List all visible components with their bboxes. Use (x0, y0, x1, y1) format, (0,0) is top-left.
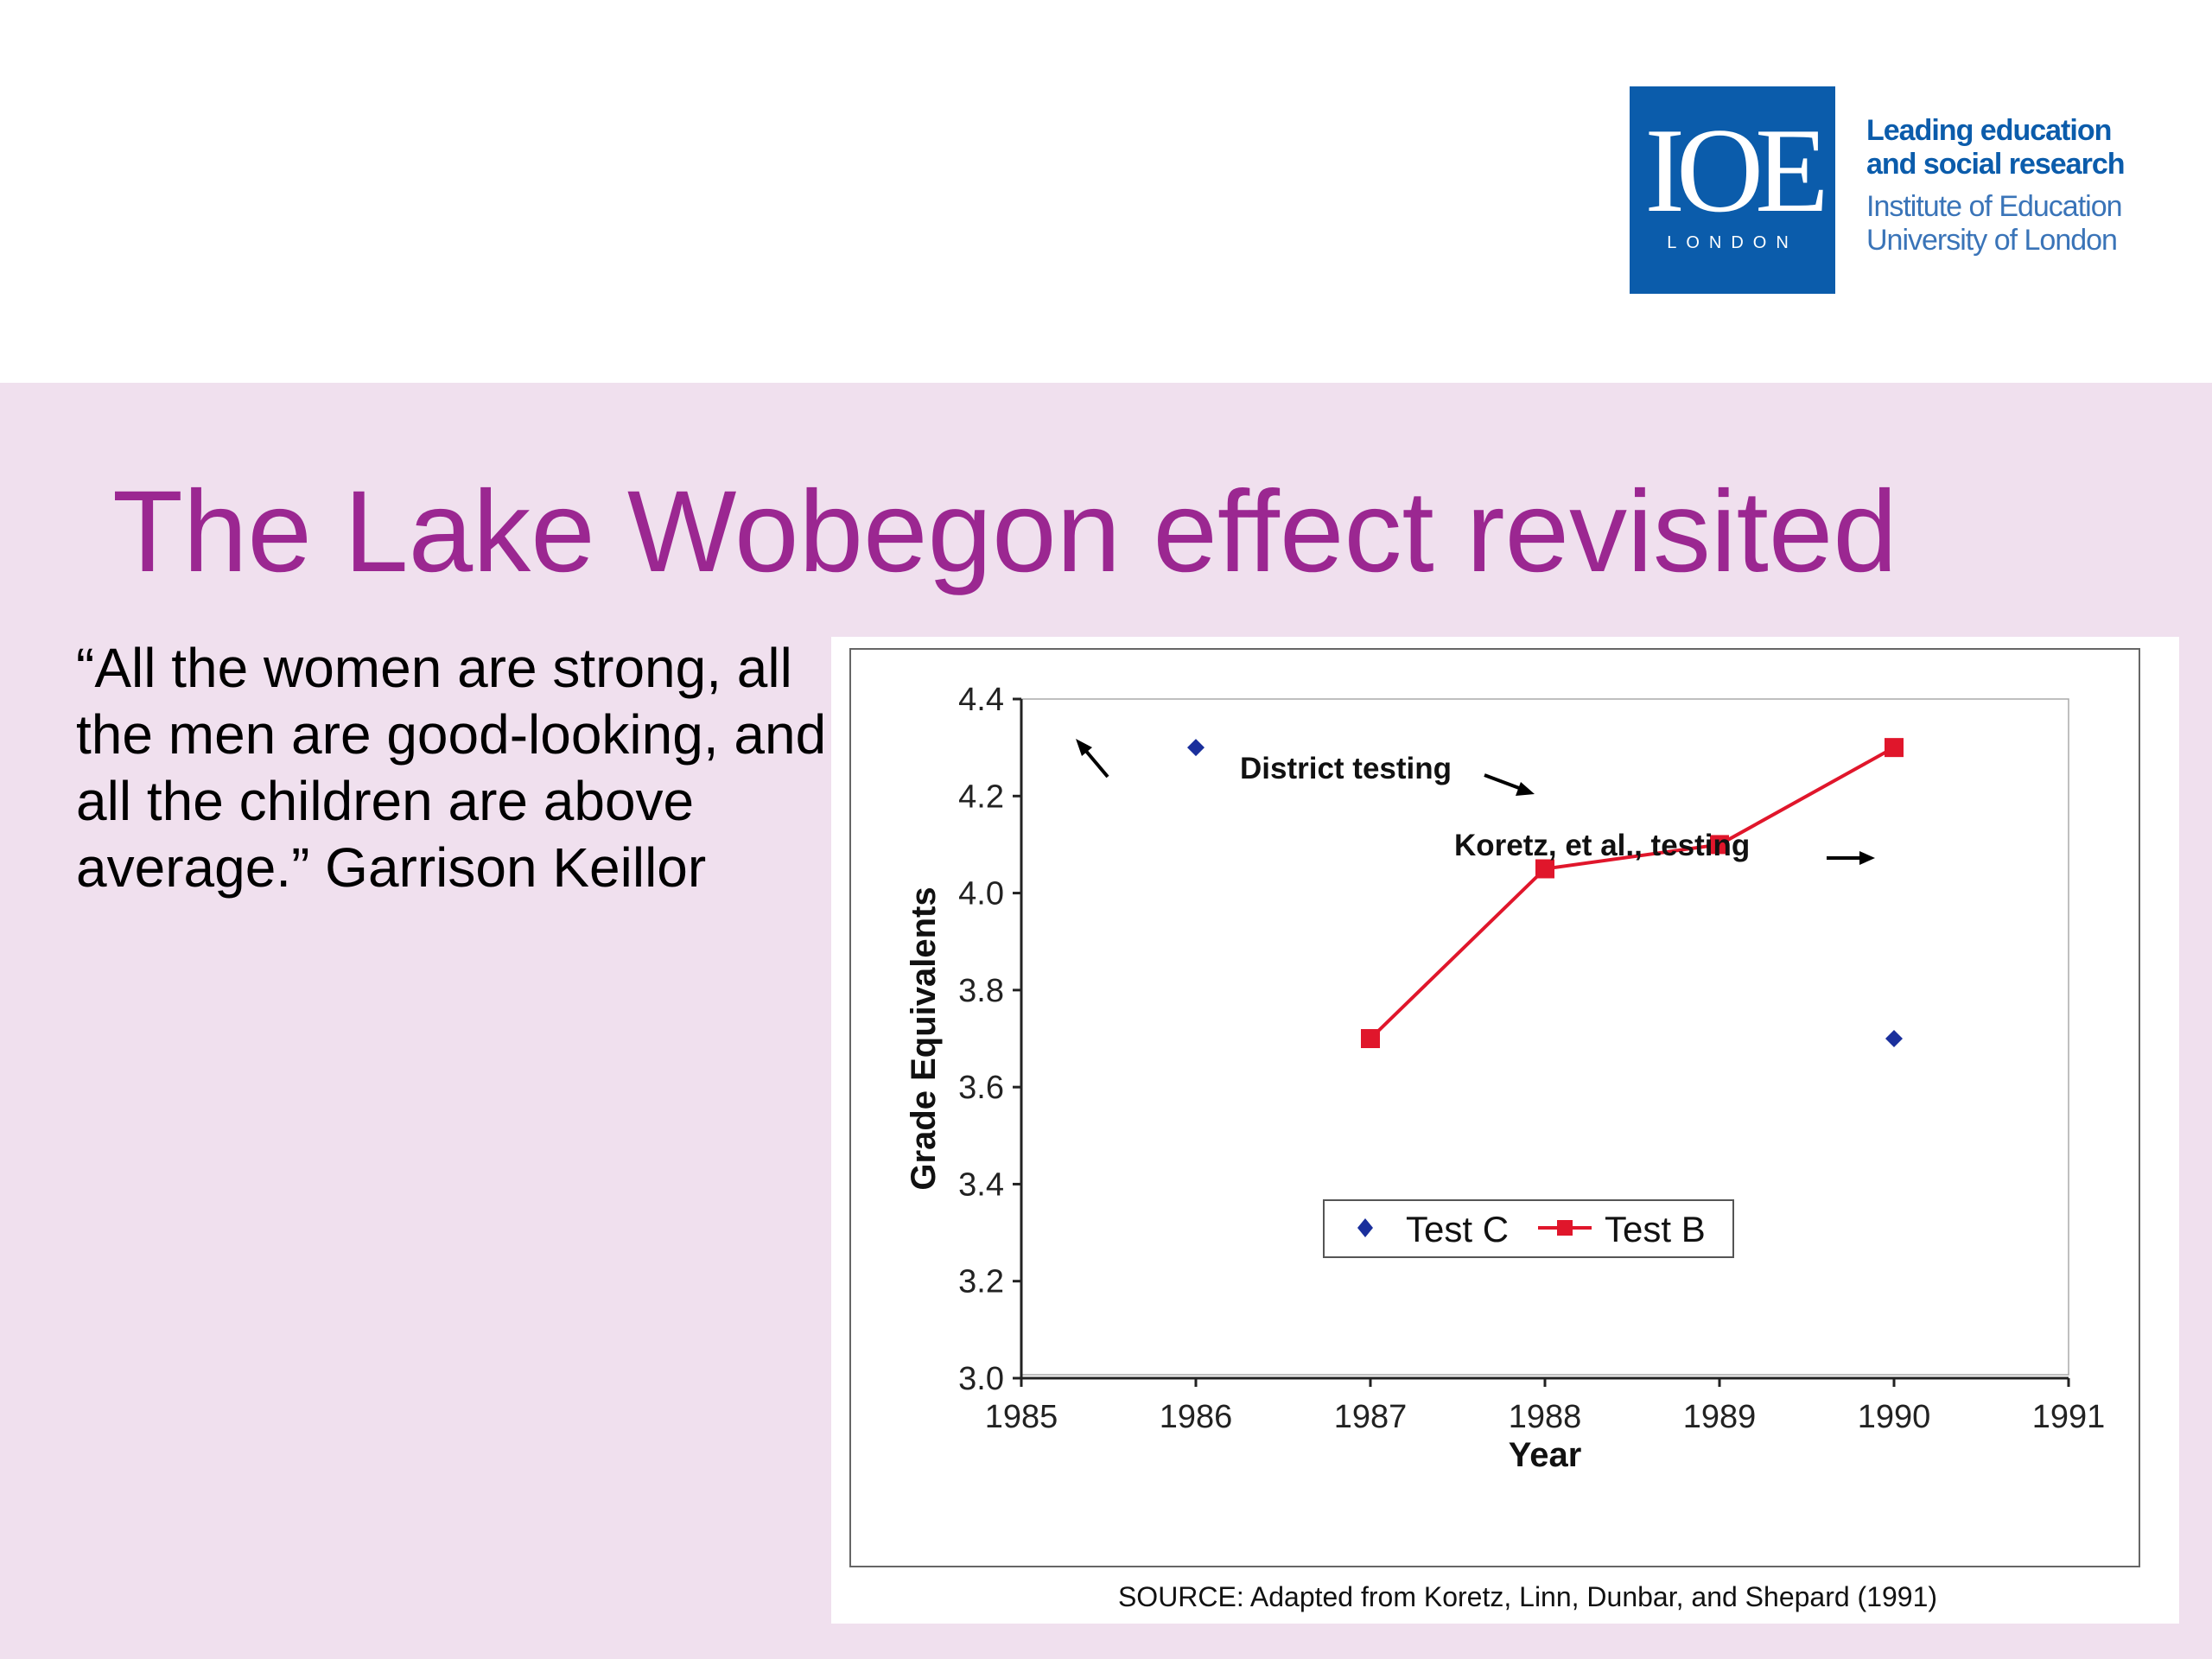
x-tick-label-4: 1989 (1683, 1399, 1757, 1435)
chart-frame (849, 648, 2140, 1567)
x-tick-label-2: 1987 (1334, 1399, 1408, 1435)
arrow-head-district-1986 (1076, 739, 1092, 756)
quote-text: “All the women are strong, all the men a… (76, 637, 827, 899)
annotation-district-text: District testing (1240, 752, 1452, 785)
logo-line-4: University of London (1866, 224, 2118, 257)
plot-area (1020, 698, 2069, 1376)
point-test-b-1990 (1885, 738, 1904, 758)
chart: 4.44.24.03.83.63.43.23.0 1985 1986 1987 198… (849, 648, 2140, 1612)
point-test-b-1988 (1535, 859, 1554, 879)
slide-content: The Lake Wobegon effect revisited “All t… (0, 383, 2212, 1659)
logo-tagline: Leading education and social research In… (1866, 114, 2195, 257)
annotation-koretz: Koretz, et al., testing (1454, 829, 1750, 862)
annotation-arrows (1076, 739, 1875, 865)
logo-sub: LONDON (1667, 233, 1798, 252)
y-tick-label-7: 3.0 (958, 1361, 1004, 1397)
y-tick-label-0: 4.4 (958, 682, 1004, 718)
x-tick-label-6: 1991 (2032, 1399, 2106, 1435)
header: IOE LONDON Leading education and social … (0, 0, 2212, 383)
y-tick-label-3: 3.8 (958, 973, 1004, 1009)
x-axis-title: Year (1509, 1436, 1582, 1474)
legend: Test C Test B (1323, 1199, 1734, 1258)
legend-test-b-marker (1557, 1220, 1573, 1236)
y-axis-title: Grade Equivalents (905, 887, 943, 1190)
chart-source: SOURCE: Adapted from Koretz, Linn, Dunba… (1118, 1581, 1937, 1612)
y-ticks: 4.4 4.2 4.0 3.8 3.6 3.4 3.2 3.0 (958, 682, 1021, 1397)
legend-test-c-label: Test C (1406, 1209, 1509, 1249)
point-test-b-1989 (1710, 835, 1729, 855)
y-tick-label-2: 4.0 (958, 876, 1004, 912)
ioe-logo: IOE LONDON (1630, 86, 1835, 294)
logo-line-1: Leading education (1866, 114, 2112, 147)
x-tick-label-0: 1985 (985, 1399, 1058, 1435)
point-test-c-1986 (1187, 739, 1205, 757)
series-layer (1187, 738, 1904, 1048)
y-tick-label-6: 3.2 (958, 1264, 1004, 1300)
logo-line-3: Institute of Education (1866, 190, 2123, 223)
x-ticks: 1985 1986 1987 1988 1989 1990 1991 (985, 1378, 2106, 1435)
y-tick-label-4: 3.6 (958, 1070, 1004, 1106)
arrow-head-koretz (1859, 851, 1875, 865)
y-tick-label-1: 4.2 (958, 779, 1004, 815)
slide-title: The Lake Wobegon effect revisited (112, 467, 1897, 596)
logo-mark: IOE (1644, 104, 1828, 238)
legend-test-b-label: Test B (1605, 1209, 1706, 1249)
logo-line-2: and social research (1866, 148, 2126, 181)
arrow-head-district-1988 (1516, 782, 1535, 796)
annotation-koretz-text: Koretz, et al., testing (1454, 829, 1750, 862)
point-test-b-1987 (1361, 1029, 1380, 1048)
chart-figure: 4.4 4.2 4.0 3.8 3.6 3.4 3.2 3.0 1985 1986 1987 198… (831, 637, 2179, 1624)
x-tick-label-3: 1988 (1509, 1399, 1582, 1435)
y-tick-label-5: 3.4 (958, 1166, 1004, 1203)
legend-box (1323, 1199, 1734, 1258)
annotation-district: District testing (1240, 752, 1452, 785)
legend-test-c-marker (1357, 1218, 1373, 1237)
point-test-c-1990 (1885, 1030, 1903, 1047)
x-tick-label-5: 1990 (1858, 1399, 1931, 1435)
x-tick-label-1: 1986 (1160, 1399, 1233, 1435)
series-line-test-b (1369, 746, 1895, 1040)
